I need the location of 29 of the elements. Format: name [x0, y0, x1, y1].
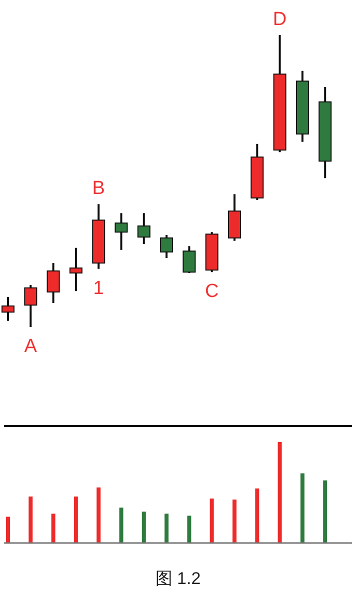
candlestick [160, 234, 174, 260]
bar [323, 480, 328, 543]
candlestick [2, 296, 14, 322]
bar [278, 442, 282, 543]
annotation: B [92, 178, 105, 200]
bar [232, 500, 236, 543]
bar [255, 488, 260, 543]
bar [300, 473, 304, 543]
candlestick [24, 284, 38, 328]
candlestick [137, 212, 150, 246]
bar [210, 498, 214, 543]
candlestick [69, 246, 82, 292]
candlestick [46, 262, 60, 304]
bar [6, 516, 10, 543]
bar [28, 496, 33, 543]
bar [96, 487, 101, 543]
annotation: A [24, 336, 38, 357]
candlestick [182, 245, 196, 274]
bar [74, 496, 78, 543]
bar [187, 516, 192, 543]
bar [164, 514, 169, 543]
bar [119, 508, 124, 543]
bar [142, 512, 146, 543]
candlestick [114, 212, 128, 251]
annotation: D [272, 9, 287, 30]
annotation: C [204, 281, 219, 302]
caption: 图 1.2 [155, 569, 201, 588]
annotation: 1 [93, 278, 104, 299]
bar [51, 514, 56, 543]
